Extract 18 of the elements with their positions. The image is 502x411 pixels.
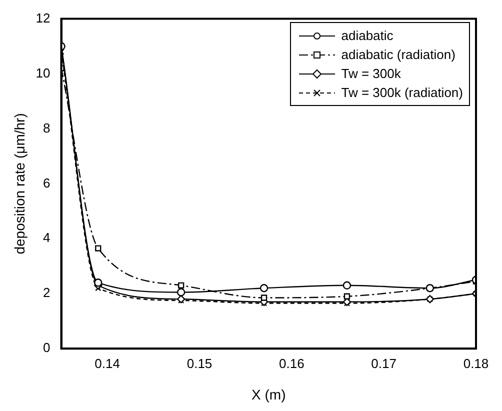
x-tick-label: 0.16 (279, 356, 304, 371)
x-tick-label: 0.18 (463, 356, 489, 371)
x-axis-title: X (m) (252, 386, 286, 402)
x-tick-label: 0.15 (186, 356, 212, 371)
legend-label: Tw = 300k (radiation) (341, 85, 463, 100)
y-tick-label: 12 (36, 10, 50, 26)
y-tick-label: 10 (36, 65, 50, 80)
legend-label: Tw = 300k (341, 66, 401, 81)
y-tick-label: 8 (43, 120, 50, 136)
y-tick-label: 2 (43, 285, 50, 300)
x-tick-label: 0.14 (94, 356, 120, 371)
legend-label: adiabatic (341, 28, 394, 43)
legend-label: adiabatic (radiation) (341, 47, 456, 62)
y-tick-label: 4 (43, 230, 50, 246)
y-tick-label: 6 (43, 175, 50, 190)
x-tick-label: 0.17 (371, 356, 396, 371)
y-tick-label: 0 (43, 340, 50, 356)
y-axis-title: deposition rate (μm/hr) (11, 113, 28, 254)
